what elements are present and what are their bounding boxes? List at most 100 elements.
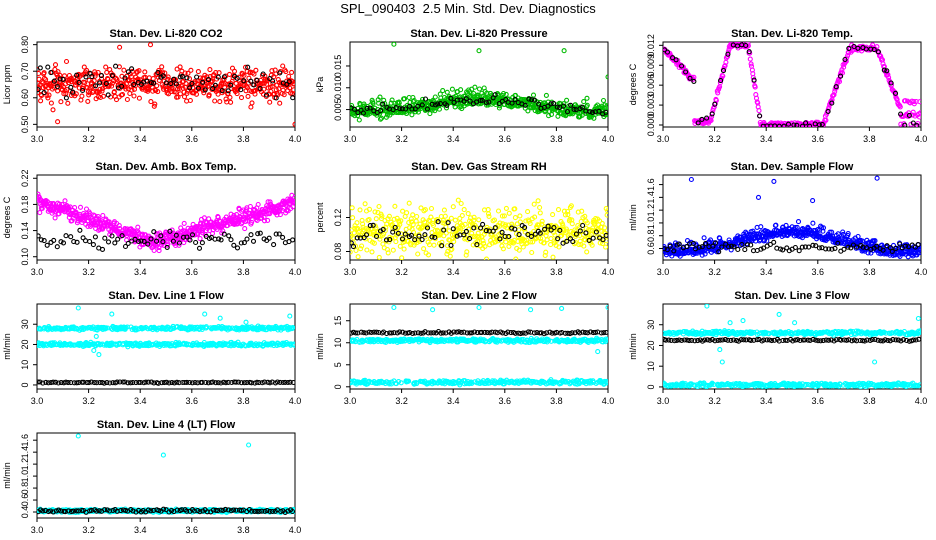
data-point (142, 69, 148, 75)
data-point (100, 93, 107, 99)
data-point (392, 203, 398, 209)
data-point (218, 237, 224, 243)
x-tick-label: 3.4 (760, 134, 773, 144)
y-axis-label: degrees C (2, 196, 12, 238)
data-point (370, 222, 376, 228)
data-point (709, 111, 715, 117)
data-point (831, 92, 837, 98)
data-point (539, 221, 545, 227)
x-tick-label: 3.8 (863, 134, 876, 144)
data-point (111, 89, 117, 95)
data-point (371, 232, 377, 238)
data-point (386, 213, 392, 219)
data-point (667, 243, 673, 249)
data-point (448, 242, 454, 248)
data-point (409, 112, 415, 118)
data-point (122, 226, 128, 232)
data-point (825, 108, 831, 114)
data-point (254, 77, 260, 83)
data-point (551, 225, 557, 231)
data-point (434, 227, 440, 233)
x-tick-label: 3.2 (708, 267, 721, 277)
data-point (810, 242, 816, 248)
data-point (105, 92, 111, 98)
data-point (60, 240, 67, 246)
data-point (560, 223, 566, 229)
data-point (290, 325, 295, 331)
data-point (203, 379, 209, 386)
plot-frame (36, 174, 296, 261)
data-point (185, 70, 191, 76)
data-point (887, 245, 893, 251)
data-point (150, 88, 156, 94)
data-point (435, 219, 441, 225)
data-point (584, 220, 590, 226)
data-point (257, 85, 263, 92)
data-point (242, 64, 249, 70)
data-point (197, 236, 203, 242)
data-point (671, 248, 677, 254)
data-point (290, 204, 295, 210)
data-point (125, 69, 131, 75)
x-tick-label: 3.6 (812, 134, 825, 144)
y-axis-label: kPa (315, 77, 325, 93)
data-point (451, 99, 457, 105)
data-point (161, 380, 167, 386)
data-point (458, 87, 464, 93)
data-point (499, 213, 505, 219)
data-point (491, 217, 498, 223)
x-tick-label: 3.4 (760, 267, 773, 277)
data-point (816, 245, 822, 251)
data-point (418, 205, 424, 211)
data-point (192, 379, 198, 386)
data-point (138, 379, 144, 386)
data-point (372, 209, 378, 215)
data-point (584, 102, 590, 108)
data-point (241, 380, 247, 386)
data-point (57, 76, 63, 82)
data-point (231, 68, 238, 74)
data-point (255, 201, 261, 208)
panel-3: Stan. Dev. Li-820 Temp.degrees C3.0 3.2 3.… (628, 28, 927, 144)
data-point (442, 213, 448, 219)
data-point (366, 206, 373, 212)
data-point (99, 246, 106, 252)
data-point (664, 49, 671, 55)
data-point (501, 213, 507, 219)
data-point (773, 222, 779, 228)
data-point (874, 243, 880, 249)
data-point (287, 379, 293, 385)
data-point (377, 236, 383, 242)
data-point (579, 104, 585, 110)
data-point (725, 51, 731, 57)
data-point (247, 203, 253, 210)
data-point (292, 194, 295, 200)
data-point (479, 97, 485, 103)
data-point (745, 43, 751, 49)
data-point (173, 81, 179, 87)
data-point (780, 247, 786, 253)
data-point (496, 223, 503, 229)
data-point (840, 231, 846, 237)
data-point (391, 216, 397, 222)
data-point (577, 228, 583, 234)
data-point (480, 221, 486, 227)
data-point (125, 380, 131, 386)
data-point (274, 379, 281, 385)
data-point (156, 248, 162, 254)
data-point (472, 84, 478, 90)
data-point (379, 213, 385, 219)
data-point (846, 45, 852, 51)
data-point (561, 48, 567, 54)
data-point (276, 86, 282, 92)
data-point (758, 246, 764, 252)
x-tick-label: 3.0 (657, 134, 670, 144)
data-point (833, 84, 839, 90)
data-point (104, 380, 110, 386)
data-point (917, 99, 921, 105)
data-point (411, 242, 417, 248)
data-point (444, 251, 450, 257)
data-point (836, 79, 843, 85)
data-point (725, 53, 731, 59)
